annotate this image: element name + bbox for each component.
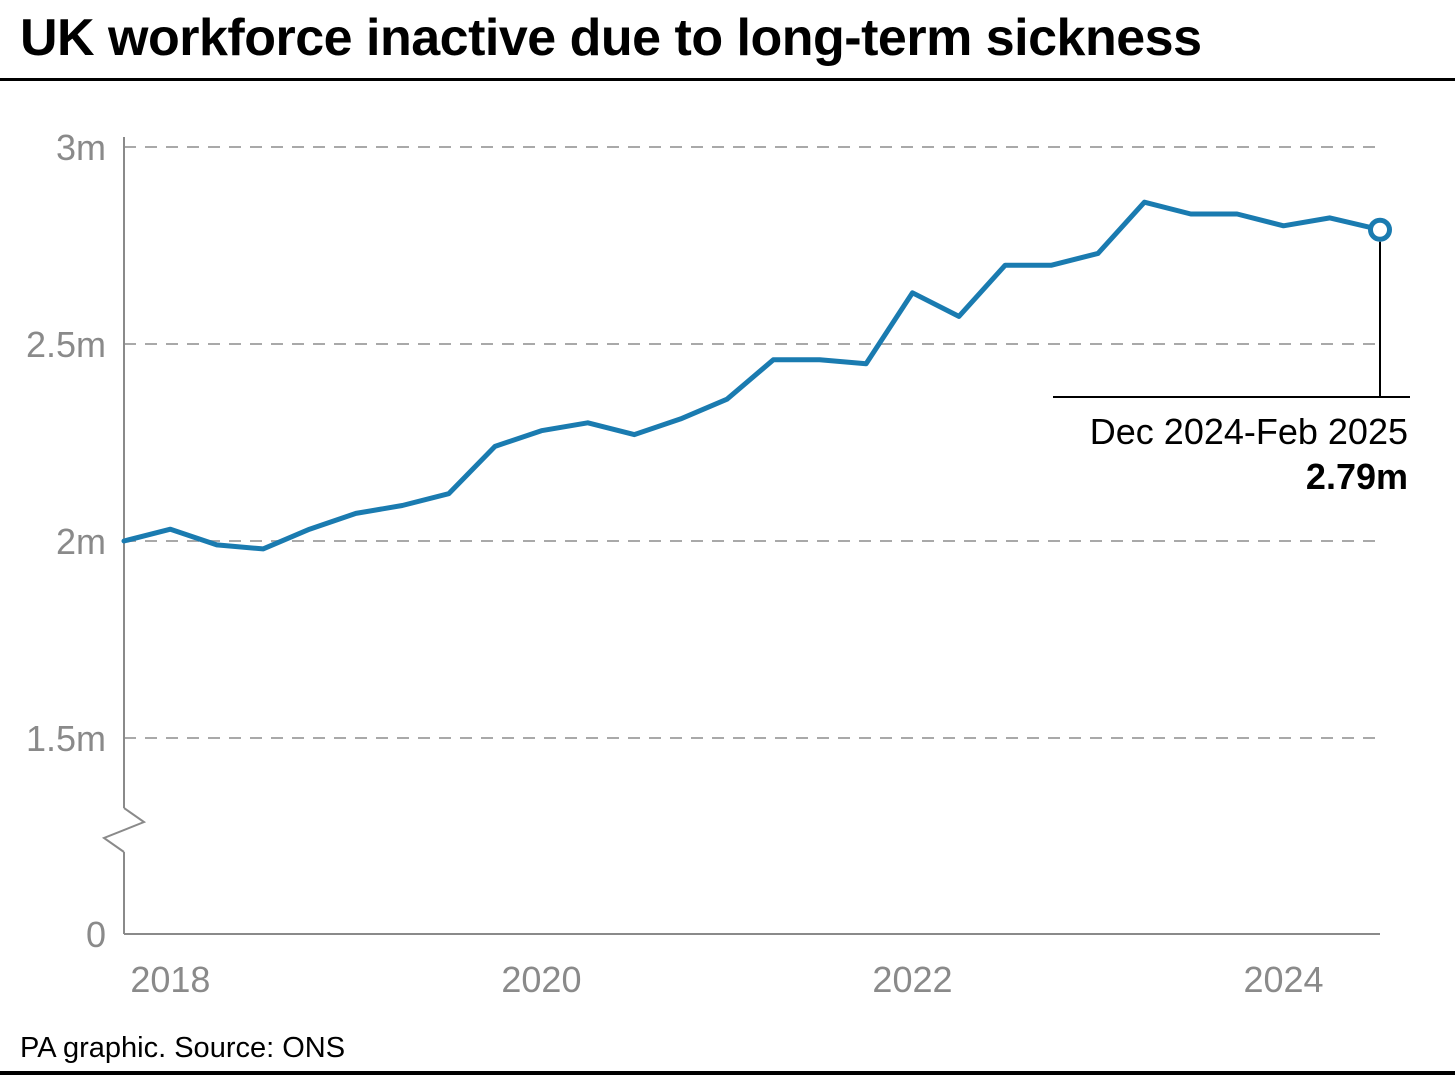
x-tick-label: 2022 — [872, 959, 952, 1000]
annotations: Dec 2024-Feb 2025 2.79m — [1053, 241, 1410, 497]
bottom-divider — [0, 1071, 1455, 1075]
source-credit: PA graphic. Source: ONS — [20, 1032, 346, 1064]
series — [121, 199, 1392, 552]
annotation-value-label: 2.79m — [1306, 456, 1408, 497]
x-tick-label: 2020 — [501, 959, 581, 1000]
title-divider — [0, 78, 1455, 81]
latest-data-point — [1368, 217, 1392, 242]
y-tick-labels: 0 1.5m 2m 2.5m 3m — [26, 127, 106, 955]
y-axis-break — [101, 807, 147, 853]
y-tick-label: 1.5m — [26, 718, 106, 759]
axes — [101, 137, 1380, 935]
y-tick-label: 2.5m — [26, 324, 106, 365]
y-tick-label: 0 — [86, 914, 106, 955]
x-tick-labels: 2018 2020 2022 2024 — [130, 959, 1323, 1000]
annotation-period-label: Dec 2024-Feb 2025 — [1090, 411, 1408, 452]
x-tick-label: 2024 — [1243, 959, 1323, 1000]
y-tick-label: 3m — [56, 127, 106, 168]
series-line — [121, 199, 1383, 552]
x-tick-label: 2018 — [130, 959, 210, 1000]
chart-title: UK workforce inactive due to long-term s… — [20, 9, 1202, 67]
y-tick-label: 2m — [56, 521, 106, 562]
